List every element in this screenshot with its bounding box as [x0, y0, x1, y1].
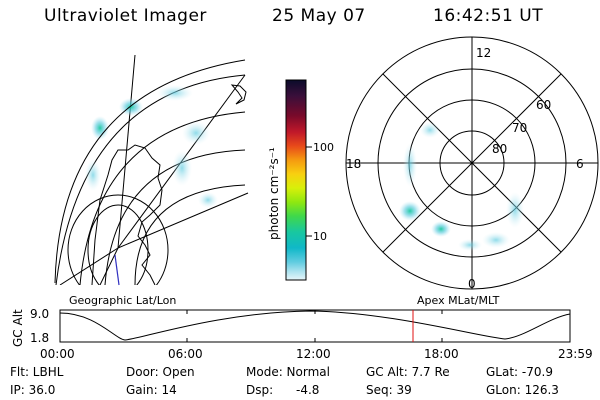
- coastline-antarctica: [91, 144, 163, 285]
- lat-circle-3: [104, 149, 246, 285]
- status-gc-alt: GC Alt: 7.7 Re: [366, 365, 450, 379]
- meridian-4: [59, 247, 119, 285]
- time-label: 16:42:51 UT: [433, 6, 544, 26]
- colorbar: [285, 79, 307, 281]
- timeline-y-tick-high: 9.0: [30, 307, 49, 321]
- status-glon: GLon: 126.3: [486, 383, 559, 397]
- status-ip: IP: 36.0: [10, 383, 56, 397]
- status-glat: GLat: -70.9: [486, 365, 553, 379]
- x-label-0600: 06:00: [168, 347, 203, 361]
- colorbar-label-100: 100: [313, 141, 334, 154]
- colorbar-label-10: 10: [313, 230, 327, 243]
- pole-circle-2: [67, 194, 169, 285]
- aurora-emission-polar: [399, 122, 524, 251]
- status-flt: Flt: LBHL: [10, 365, 64, 379]
- mlt-label-12: 12: [476, 46, 491, 60]
- status-gain: Gain: 14: [126, 383, 177, 397]
- altitude-curve: [59, 310, 571, 341]
- panel-title-left: Geographic Lat/Lon: [69, 294, 176, 307]
- aurora-emission-left: [85, 85, 218, 208]
- x-label-1800: 18:00: [424, 347, 459, 361]
- panel-title-right: Apex MLat/MLT: [417, 294, 500, 307]
- mlt-label-6: 6: [576, 157, 584, 171]
- lat-circle-4: [134, 184, 246, 285]
- x-label-2359: 23:59: [558, 347, 593, 361]
- meridian-5: [99, 247, 119, 285]
- status-dsp-value: -4.8: [296, 383, 320, 397]
- geographic-map: [55, 54, 249, 285]
- lat-circle-outer: [55, 74, 246, 285]
- meridian-1: [117, 192, 249, 249]
- x-label-1200: 12:00: [296, 347, 331, 361]
- spacecraft-footprint: [114, 254, 120, 286]
- mlt-label-18: 18: [346, 157, 361, 171]
- limb-edge: [54, 59, 246, 284]
- colorbar-unit: photon cm⁻²s⁻¹: [267, 147, 281, 240]
- coastline-island: [230, 84, 247, 105]
- meridian-3: [117, 54, 136, 249]
- status-seq: Seq: 39: [366, 383, 412, 397]
- mlat-label-80: 80: [492, 142, 507, 156]
- status-mode: Mode: Normal: [246, 365, 330, 379]
- mlat-label-70: 70: [512, 121, 527, 135]
- status-door: Door: Open: [126, 365, 195, 379]
- lat-circle-2: [79, 111, 246, 285]
- timeline-y-label: GC Alt: [11, 309, 25, 347]
- polar-plot: [345, 36, 599, 290]
- mlt-label-0: 0: [468, 277, 476, 291]
- status-dsp-label: Dsp:: [246, 383, 274, 397]
- polar-diagonal-2: [382, 73, 562, 253]
- date-label: 25 May 07: [272, 6, 366, 26]
- x-label-0000: 00:00: [40, 347, 75, 361]
- mlat-label-60: 60: [536, 98, 551, 112]
- timeline-y-tick-low: 1.8: [30, 331, 49, 345]
- instrument-title: Ultraviolet Imager: [44, 6, 207, 26]
